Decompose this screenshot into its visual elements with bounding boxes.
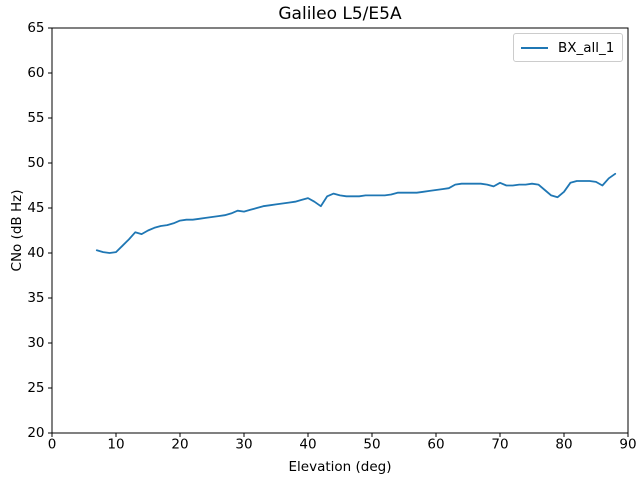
x-tick-label: 0 (48, 437, 57, 453)
y-tick-label: 45 (27, 200, 44, 216)
chart-title: Galileo L5/E5A (278, 4, 402, 24)
plot-background (52, 28, 628, 433)
x-axis-ticks: 0 10 20 30 40 50 60 70 80 90 (48, 433, 637, 453)
x-tick-label: 20 (171, 437, 188, 453)
axes-spines (51, 27, 629, 434)
legend: BX_all_1 (513, 33, 623, 62)
y-tick-label: 60 (27, 65, 44, 81)
y-tick-label: 30 (27, 335, 44, 351)
x-axis-label: Elevation (deg) (288, 459, 392, 475)
y-axis-label: CNo (dB Hz) (9, 190, 25, 272)
legend-line-sample (521, 46, 548, 49)
y-tick-label: 65 (27, 20, 44, 36)
x-tick-label: 40 (299, 437, 316, 453)
y-tick-label: 40 (27, 245, 44, 261)
y-tick-label: 35 (27, 290, 44, 306)
y-tick-label: 25 (27, 380, 44, 396)
legend-label: BX_all_1 (558, 39, 615, 56)
x-tick-label: 90 (619, 437, 636, 453)
y-axis-ticks: 20 25 30 35 40 45 50 55 60 65 (27, 20, 52, 441)
y-tick-label: 20 (27, 425, 44, 441)
y-tick-label: 55 (27, 110, 44, 126)
y-tick-label: 50 (27, 155, 44, 171)
x-tick-label: 70 (491, 437, 508, 453)
x-tick-label: 60 (427, 437, 444, 453)
x-tick-label: 30 (235, 437, 252, 453)
x-tick-label: 10 (107, 437, 124, 453)
x-tick-label: 50 (363, 437, 380, 453)
x-tick-label: 80 (555, 437, 572, 453)
series-line (95, 172, 617, 254)
